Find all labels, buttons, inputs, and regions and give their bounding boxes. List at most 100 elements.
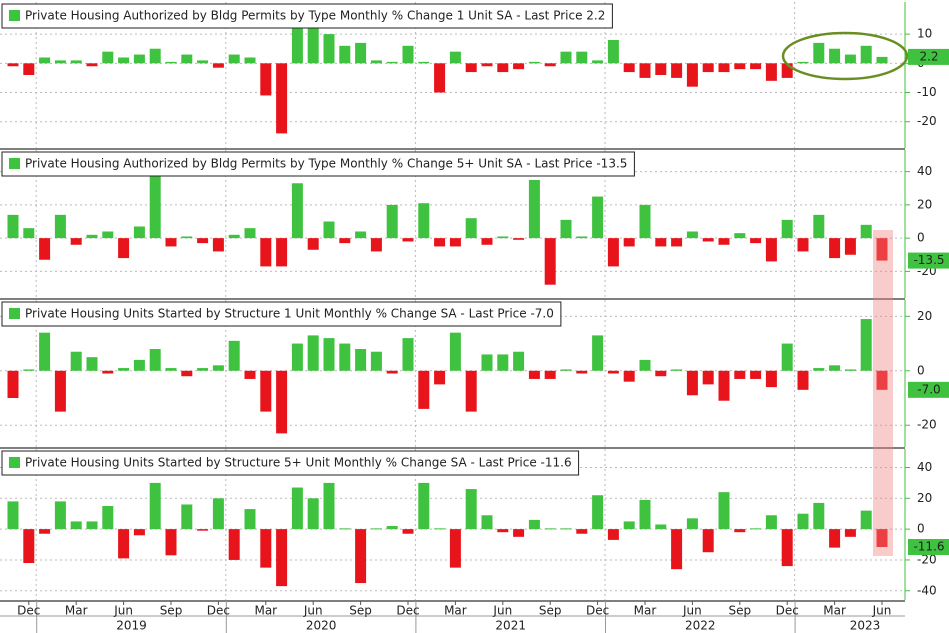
x-tick-label: Dec — [207, 604, 230, 618]
bar — [639, 204, 651, 239]
bar — [528, 370, 540, 379]
bar — [291, 4, 303, 64]
last-price-label: -13.5 — [913, 253, 944, 267]
bar — [829, 365, 841, 371]
bar — [418, 61, 430, 64]
bar — [39, 238, 51, 260]
legend-box — [1, 151, 635, 177]
bar — [544, 63, 556, 67]
bar — [102, 370, 114, 374]
bar — [528, 519, 540, 530]
bar — [560, 528, 572, 530]
bar — [860, 319, 872, 371]
bar — [750, 370, 762, 379]
bar — [291, 487, 303, 530]
y-tick-label: 20 — [917, 197, 932, 211]
bar — [165, 529, 177, 556]
bar — [639, 499, 651, 530]
bar — [481, 354, 493, 371]
legend-swatch — [9, 10, 20, 21]
bar — [165, 61, 177, 64]
bar — [386, 61, 398, 64]
bar — [102, 51, 114, 64]
bar — [702, 370, 714, 385]
bar — [181, 54, 193, 64]
bar — [844, 529, 856, 537]
bar — [876, 370, 888, 390]
bar — [607, 238, 619, 267]
bar — [370, 351, 382, 371]
x-tick-label: Sep — [539, 604, 562, 618]
y-tick-label: -10 — [917, 85, 937, 99]
bar — [497, 354, 509, 371]
bar — [497, 529, 509, 533]
bar — [181, 504, 193, 530]
bar — [260, 529, 272, 568]
plot-layer — [0, 2, 910, 633]
bar — [307, 335, 319, 371]
bar — [465, 370, 477, 412]
y-tick-label: 0 — [917, 363, 925, 377]
bar — [765, 515, 777, 530]
bar — [876, 238, 888, 261]
bar — [291, 343, 303, 371]
bar — [39, 57, 51, 64]
bar — [829, 238, 841, 259]
year-label: 2020 — [306, 619, 337, 633]
bar — [560, 219, 572, 239]
bar — [165, 368, 177, 371]
bar — [671, 238, 683, 247]
bar — [23, 369, 35, 371]
bar — [323, 482, 335, 530]
bar — [181, 236, 193, 239]
last-price-box — [908, 381, 949, 398]
bar — [118, 368, 130, 371]
bar — [323, 221, 335, 239]
bar — [639, 359, 651, 371]
bar — [481, 238, 493, 245]
bar — [686, 370, 698, 396]
bar — [260, 63, 272, 96]
bar — [307, 498, 319, 530]
bar — [133, 226, 145, 239]
bar — [355, 42, 367, 64]
bar — [623, 63, 635, 73]
bar — [718, 63, 730, 73]
legend: Private Housing Authorized by Bldg Permi… — [1, 151, 635, 177]
bar — [481, 515, 493, 530]
bar — [592, 335, 604, 371]
bar — [449, 51, 461, 64]
legend-box — [1, 450, 580, 476]
highlight-band — [873, 230, 893, 556]
y-tick-label: 0 — [917, 231, 925, 245]
bar — [797, 238, 809, 252]
bar — [339, 343, 351, 371]
bar — [402, 338, 414, 371]
last-price-label: -7.0 — [917, 382, 940, 396]
legend: Private Housing Units Started by Structu… — [1, 301, 562, 327]
bar — [39, 332, 51, 371]
bar — [339, 45, 351, 64]
bar — [276, 529, 288, 587]
x-tick-label: Dec — [776, 604, 799, 618]
bar — [212, 498, 224, 530]
bar — [418, 203, 430, 239]
y-tick-label: 20 — [917, 309, 932, 323]
bar — [544, 238, 556, 285]
legend: Private Housing Units Started by Structu… — [1, 450, 580, 476]
bar — [702, 529, 714, 553]
bar — [23, 529, 35, 564]
bar — [197, 238, 209, 244]
bar — [7, 214, 19, 239]
bar — [876, 529, 888, 547]
bar — [149, 349, 161, 371]
bar — [844, 238, 856, 255]
bar — [165, 238, 177, 247]
bars — [7, 319, 888, 434]
bars — [7, 174, 888, 285]
bar — [813, 214, 825, 239]
bar — [323, 34, 335, 64]
bar — [370, 60, 382, 64]
bar — [70, 351, 82, 371]
bar — [639, 63, 651, 78]
